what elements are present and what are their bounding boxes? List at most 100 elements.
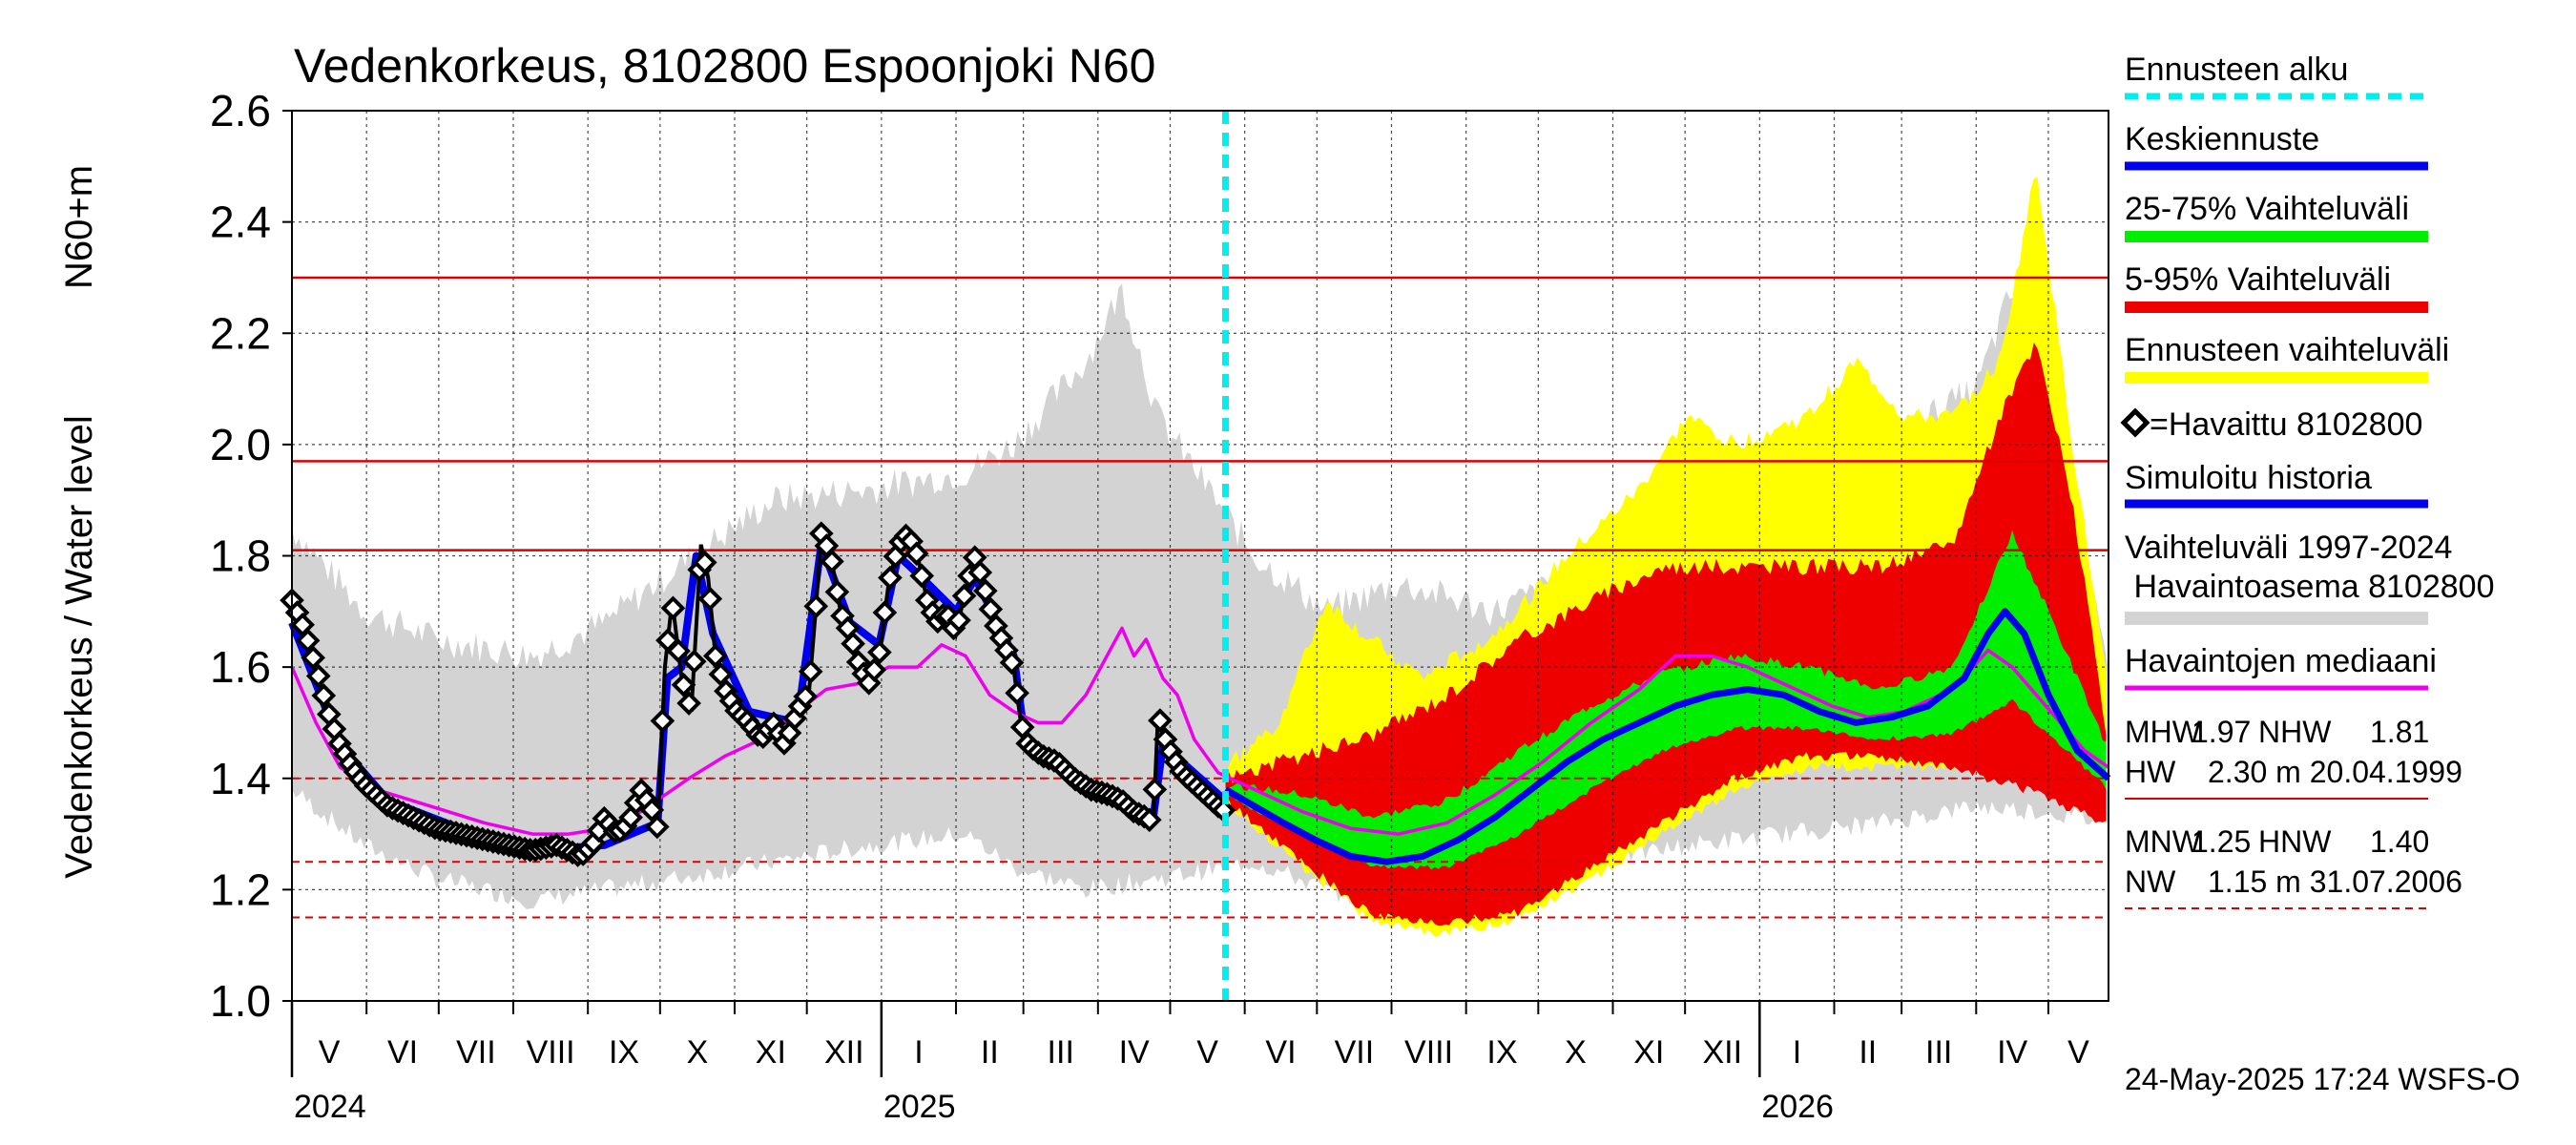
observed-marker bbox=[978, 596, 1004, 622]
x-month-label: IV bbox=[1997, 1034, 2027, 1071]
x-month-label: III bbox=[1048, 1034, 1074, 1071]
observed-marker bbox=[295, 628, 321, 654]
observed-marker bbox=[793, 684, 818, 709]
stat-hw-value: 2.30 m 20.04.1999 bbox=[2208, 755, 2462, 789]
x-month-label: XII bbox=[1702, 1034, 1742, 1071]
legend-obs-median-label: Havaintojen mediaani bbox=[2125, 643, 2437, 679]
observed-marker bbox=[803, 593, 829, 619]
stat-hw-label: HW bbox=[2125, 755, 2176, 789]
plot-area bbox=[280, 110, 2111, 1002]
x-year-label: 2025 bbox=[883, 1089, 956, 1125]
observed-marker bbox=[311, 683, 337, 708]
observed-marker bbox=[317, 701, 342, 727]
x-year-label: 2026 bbox=[1761, 1089, 1834, 1125]
stat-mhw-label: MHW bbox=[2125, 715, 2202, 749]
x-month-label: X bbox=[687, 1034, 709, 1071]
observed-marker bbox=[660, 595, 686, 621]
series-layer bbox=[280, 521, 2111, 867]
bands-layer bbox=[292, 177, 2108, 937]
observed-marker bbox=[327, 731, 352, 757]
observed-marker bbox=[1142, 777, 1168, 802]
observed-marker bbox=[301, 645, 326, 671]
legend-observed-label: =Havaittu 8102800 bbox=[2150, 406, 2422, 443]
legend-simulated-label: Simuloitu historia bbox=[2125, 460, 2372, 496]
observed-marker bbox=[1005, 680, 1029, 706]
x-month-label: IV bbox=[1119, 1034, 1150, 1071]
legend-history-range-label: Vaihteluväli 1997-2024 bbox=[2125, 530, 2452, 566]
legend-p25-75-label: 25-75% Vaihteluväli bbox=[2125, 191, 2409, 227]
legend-p5-95-label: 5-95% Vaihteluväli bbox=[2125, 261, 2391, 298]
y-axis: 1.0 1.2 1.4 1.6 1.8 2.0 2.2 2.4 2.6 bbox=[210, 86, 292, 1026]
x-month-label: I bbox=[914, 1034, 923, 1071]
x-month-label: II bbox=[981, 1034, 999, 1071]
stat-nhw-value: 1.81 bbox=[2370, 715, 2429, 749]
y-tick-label: 2.6 bbox=[210, 86, 271, 135]
x-month-label: VI bbox=[387, 1034, 418, 1071]
observed-marker bbox=[967, 560, 993, 585]
observed-marker bbox=[883, 544, 908, 569]
observed-marker bbox=[808, 521, 834, 547]
y-tick-label: 1.6 bbox=[210, 642, 271, 692]
x-month-label: VIII bbox=[527, 1034, 575, 1071]
x-month-label: X bbox=[1565, 1034, 1587, 1071]
observed-marker bbox=[914, 588, 940, 613]
y-tick-label: 1.8 bbox=[210, 531, 271, 581]
observed-marker bbox=[697, 586, 723, 612]
legend-history-station-label: Havaintoasema 8102800 bbox=[2125, 569, 2495, 605]
observed-marker bbox=[856, 670, 882, 696]
y-axis-unit-label: N60+m bbox=[58, 165, 100, 289]
reference-lines bbox=[292, 276, 2109, 919]
observed-marker bbox=[862, 657, 887, 682]
y-tick-label: 2.2 bbox=[210, 308, 271, 358]
observed-marker bbox=[681, 649, 707, 675]
observed-marker bbox=[951, 583, 977, 609]
series-observed-markers bbox=[280, 521, 1236, 867]
observed-marker bbox=[798, 658, 823, 684]
x-month-label: III bbox=[1925, 1034, 1952, 1071]
stat-hnw-label: HNW bbox=[2258, 824, 2332, 859]
observed-marker bbox=[703, 643, 728, 669]
observed-marker bbox=[772, 731, 797, 756]
y-tick-label: 1.0 bbox=[210, 976, 271, 1026]
observed-marker bbox=[946, 608, 971, 633]
legend-observed-marker-icon bbox=[2120, 407, 2150, 438]
x-axis: V VI VII VIII IX X XI XII I II III IV V VI VII VIII IX X X… bbox=[290, 1001, 2089, 1125]
observed-marker bbox=[824, 579, 850, 605]
observed-marker bbox=[692, 550, 717, 575]
observed-marker bbox=[1148, 708, 1173, 733]
observed-marker bbox=[650, 708, 675, 734]
observed-marker bbox=[845, 650, 871, 675]
x-month-label: XI bbox=[756, 1034, 786, 1071]
stat-nw-label: NW bbox=[2125, 864, 2176, 899]
x-month-label: I bbox=[1793, 1034, 1801, 1071]
observed-marker bbox=[1009, 715, 1035, 739]
y-axis-label: Vedenkorkeus / Water level bbox=[58, 415, 100, 878]
x-month-label: II bbox=[1859, 1034, 1877, 1071]
stat-nw-value: 1.15 m 31.07.2006 bbox=[2208, 864, 2462, 899]
legend-median-forecast-label: Keskiennuste bbox=[2125, 121, 2319, 157]
stat-mnw-value: 1.25 bbox=[2192, 824, 2251, 859]
observed-marker bbox=[671, 672, 696, 697]
observed-marker bbox=[904, 541, 929, 566]
timestamp: 24-May-2025 17:24 WSFS-O bbox=[2125, 1062, 2520, 1096]
grid-layer bbox=[292, 110, 2109, 1002]
stats-block: MHW 1.97 NHW 1.81 HW 2.30 m 20.04.1999 M… bbox=[2125, 715, 2462, 909]
observed-marker bbox=[872, 600, 898, 625]
observed-marker bbox=[972, 578, 998, 604]
x-month-label: VIII bbox=[1404, 1034, 1453, 1071]
observed-marker bbox=[841, 631, 865, 656]
observed-marker bbox=[666, 638, 691, 664]
x-month-label: XII bbox=[824, 1034, 864, 1071]
x-month-label: V bbox=[319, 1034, 341, 1071]
observed-marker bbox=[820, 549, 844, 574]
stat-nhw-label: NHW bbox=[2258, 715, 2332, 749]
x-month-label: VII bbox=[1335, 1034, 1375, 1071]
x-month-label: XI bbox=[1633, 1034, 1664, 1071]
observed-marker bbox=[639, 798, 665, 822]
x-year-label: 2024 bbox=[294, 1089, 366, 1125]
stat-mnw-label: MNW bbox=[2125, 824, 2202, 859]
x-month-label: IX bbox=[1486, 1034, 1517, 1071]
x-month-label: V bbox=[1196, 1034, 1218, 1071]
y-tick-label: 1.4 bbox=[210, 754, 271, 803]
band-p25_75 bbox=[1225, 530, 2107, 870]
